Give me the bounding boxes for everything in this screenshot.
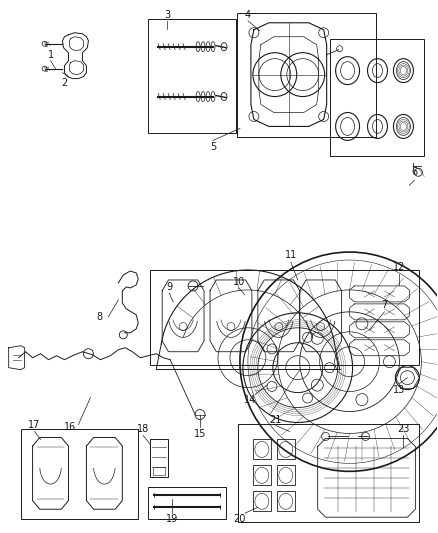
Text: 15: 15 — [194, 430, 206, 440]
Text: 2: 2 — [61, 78, 67, 87]
Bar — [148, 19, 236, 133]
Text: 23: 23 — [397, 424, 410, 434]
Bar — [277, 491, 295, 511]
Text: 7: 7 — [381, 300, 388, 310]
Text: 14: 14 — [244, 394, 256, 405]
Text: 3: 3 — [164, 10, 170, 20]
Text: 8: 8 — [96, 312, 102, 322]
Bar — [150, 439, 168, 478]
Bar — [253, 465, 271, 486]
Text: 5: 5 — [210, 142, 216, 152]
Text: 19: 19 — [166, 514, 178, 524]
Bar — [148, 487, 226, 519]
Bar — [277, 465, 295, 486]
Bar — [238, 424, 419, 522]
Bar — [330, 39, 424, 156]
Text: 4: 4 — [245, 10, 251, 20]
Text: 20: 20 — [234, 514, 246, 524]
Text: 17: 17 — [28, 421, 41, 431]
Text: 1: 1 — [47, 50, 53, 60]
Text: 13: 13 — [393, 385, 406, 394]
Text: 10: 10 — [233, 277, 245, 287]
Text: 21: 21 — [270, 415, 282, 424]
Bar — [253, 491, 271, 511]
Bar — [237, 13, 377, 138]
Text: 16: 16 — [64, 423, 77, 432]
Text: 12: 12 — [393, 262, 406, 272]
Text: 11: 11 — [285, 250, 297, 260]
Text: 9: 9 — [166, 282, 172, 292]
Text: 18: 18 — [137, 424, 149, 434]
Text: 6: 6 — [411, 167, 417, 177]
Bar — [153, 467, 165, 475]
Bar — [277, 439, 295, 459]
Bar — [253, 439, 271, 459]
Bar — [150, 270, 419, 365]
Bar — [21, 430, 138, 519]
